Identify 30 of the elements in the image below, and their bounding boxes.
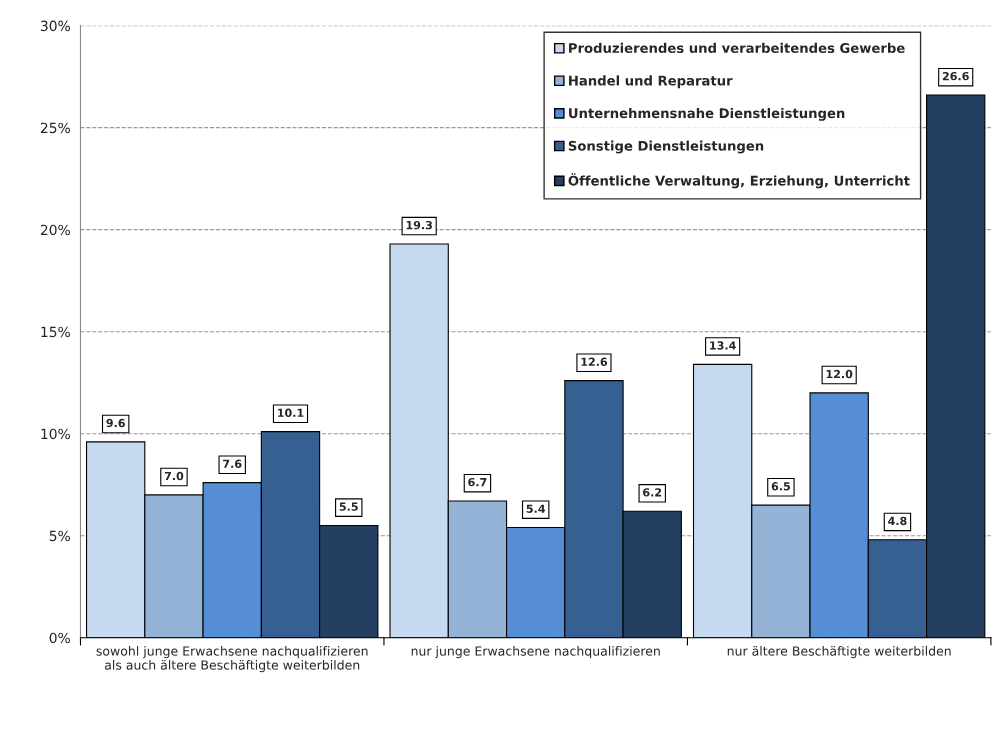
- data-label: 10.1: [278, 408, 304, 417]
- data-label: 19.3: [406, 220, 432, 230]
- data-label: 6.7: [468, 477, 487, 487]
- data-label: 12.0: [826, 369, 853, 379]
- y-tick-label: 25%: [40, 122, 70, 134]
- legend-label: Handel und Reparatur: [569, 75, 733, 89]
- data-label: 26.6: [942, 71, 969, 81]
- legend-label: Öffentliche Verwaltung, Erziehung, Unterricht: [568, 173, 910, 189]
- y-tick-label: 15%: [41, 326, 70, 338]
- data-label: 5.5: [339, 502, 358, 511]
- data-label: 9.6: [106, 418, 125, 428]
- y-tick-label: 10%: [41, 428, 70, 440]
- x-tick-label: nur ältere Beschäftigte weiterbilden: [727, 646, 951, 659]
- legend-label: Produzierendes und verarbeitendes Gewerbe: [569, 42, 905, 54]
- y-tick-label: 0%: [49, 632, 70, 644]
- data-label: 5.4: [526, 504, 546, 513]
- y-tick-label: 5%: [49, 530, 70, 542]
- x-tick-label: nur junge Erwachsene nachqualifizieren: [411, 646, 660, 659]
- data-label: 7.0: [164, 471, 184, 481]
- data-label: 7.6: [223, 459, 242, 468]
- legend-label: Sonstige Dienstleistungen: [568, 140, 764, 154]
- data-label: 13.4: [710, 341, 736, 350]
- legend-label: Unternehmensnahe Dienstleistungen: [569, 107, 845, 121]
- y-tick-label: 30%: [40, 20, 70, 32]
- y-tick-label: 20%: [40, 224, 70, 236]
- data-label: 12.6: [581, 357, 608, 366]
- data-label: 6.2: [643, 488, 662, 497]
- data-label: 6.5: [771, 482, 790, 491]
- data-label: 4.8: [888, 516, 907, 526]
- x-tick-label: sowohl junge Erwachsene nachqualifizieren als auch ältere Beschäftigte weiterbilden: [96, 646, 368, 673]
